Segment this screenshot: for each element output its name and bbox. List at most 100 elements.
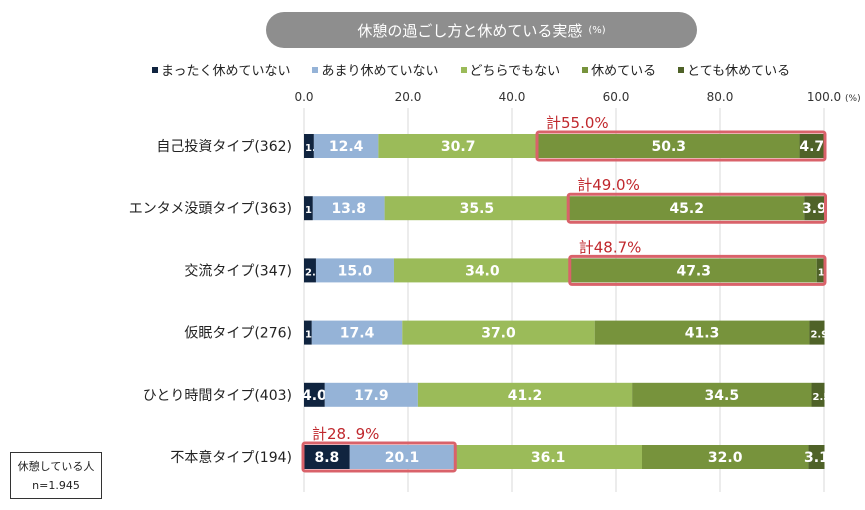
bar-segment [808,445,825,469]
bar-segment [402,320,595,345]
x-axis-unit: (%) [845,94,861,104]
highlight-box [566,192,828,224]
note-count: n=1.945 [32,479,80,492]
data-label: 34.5 [705,388,740,404]
legend: まったく休めていない あまり休めていない どちらでもない 休めている とても休めている [152,60,790,79]
data-label: 37.0 [481,326,516,342]
legend-swatch [460,66,467,73]
bar-segment [809,320,825,345]
bar-segment [304,196,313,221]
x-tick-label: 40.0 [499,90,526,104]
data-label: 36.1 [531,450,566,466]
data-label: 12.4 [329,139,364,155]
bar-segment [315,258,394,283]
category-label: 仮眠タイプ(276) [184,326,292,342]
data-label: 13.8 [331,201,366,217]
data-label: 35.5 [460,201,495,217]
category-label: エンタメ没頭タイプ(363) [129,201,292,217]
legend-swatch [678,66,685,73]
bar-segment [304,134,314,158]
sample-size-note: 休憩している人 n=1.945 [10,452,102,499]
bar-segment [799,134,824,158]
total-annotation: 計49.0% [577,176,640,194]
legend-item: どちらでもない [460,60,561,79]
data-label: 32.0 [708,450,743,466]
legend-item: まったく休めていない [152,60,290,79]
total-annotation: 計28. 9% [312,425,379,443]
data-label: 4.7 [799,139,824,155]
total-annotation: 計48.7% [579,238,642,256]
bar-segment [454,445,642,469]
legend-label: とても休めている [687,64,791,79]
bar-segment [304,445,350,469]
data-label: 3.1 [804,450,829,466]
legend-label: どちらでもない [469,64,561,79]
legend-item: あまり休めていない [312,60,439,79]
data-label: 15.0 [338,263,373,279]
legend-swatch [582,66,589,73]
bar-segment [642,445,809,469]
x-tick-label: 0.0 [294,90,313,104]
data-label: 41.3 [685,326,720,342]
category-label: 交流タイプ(347) [184,262,292,279]
bar-segment [393,258,571,283]
bar-segment [313,134,379,158]
legend-label: あまり休めていない [321,64,439,79]
data-label: 8.8 [314,450,339,466]
data-label: 30.7 [441,139,476,155]
data-label: 1.9 [305,143,323,154]
x-tick-label: 20.0 [395,90,422,104]
data-label: 47.3 [676,263,711,279]
data-label: 17.4 [340,326,375,342]
category-label: 自己投資タイプ(362) [156,139,292,155]
bar-segment [538,134,800,158]
bar-segment [569,196,805,221]
data-label: 41.2 [508,388,543,404]
bar-segment [804,196,825,221]
bar-segment [324,382,418,407]
bar-segment [384,196,570,221]
x-tick-label: 60.0 [603,90,630,104]
legend-label: 休めている [591,64,657,79]
data-label: 3.9 [802,201,827,217]
data-label: 2.3 [305,267,323,278]
data-label: 50.3 [652,139,687,155]
category-label: 不本意タイプ(194) [170,449,292,466]
data-label: 20.1 [385,450,420,466]
x-tick-label: 100.0 [807,90,841,104]
category-label: ひとり時間タイプ(403) [143,388,292,404]
bar-segment [378,134,538,158]
data-label: 4.0 [302,388,327,404]
bar-segment [811,382,825,407]
x-tick-label: 80.0 [707,90,734,104]
bar-segment [632,382,812,407]
bar-segment [304,258,316,283]
bar-segment [570,258,817,283]
data-label: 45.2 [669,201,704,217]
bar-segment [816,258,824,283]
chart-title-text: 休憩の過ごし方と休めている実感 [357,21,583,40]
data-label: 17.9 [354,388,389,404]
legend-swatch [312,66,319,73]
data-label: 1.4 [818,267,836,278]
bar-segment [594,320,810,345]
data-label: 2.9 [810,330,828,341]
bar-segment [304,320,312,345]
total-annotation: 計55.0% [546,114,609,132]
note-label: 休憩している人 [17,460,95,473]
bar-segment [311,320,403,345]
chart-title-unit: (%) [588,24,606,36]
bar-segment [304,382,325,407]
data-label: 34.0 [465,263,500,279]
bar-segment [417,382,633,407]
legend-swatch [152,66,158,73]
legend-item: とても休めている [678,60,790,79]
chart-title: 休憩の過ごし方と休めている実感 (%) [266,12,697,48]
legend-label: まったく休めていない [161,64,291,79]
bar-segment [312,196,385,221]
legend-item: 休めている [582,60,656,79]
highlight-box [535,130,827,162]
data-label: 2.5 [813,392,831,403]
highlight-box [301,441,457,473]
